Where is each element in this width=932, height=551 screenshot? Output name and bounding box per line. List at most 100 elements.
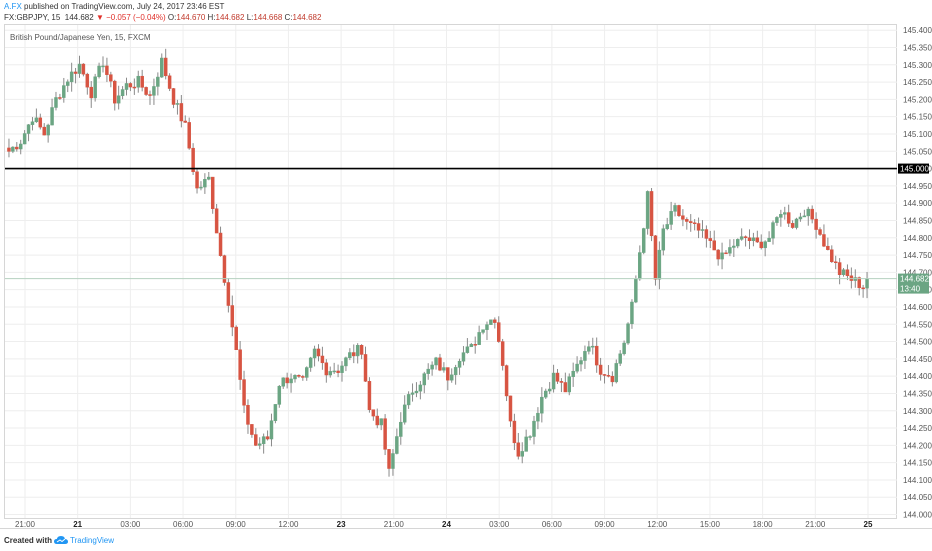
y-tick-label: 145.050 bbox=[903, 147, 932, 156]
candle bbox=[132, 78, 137, 95]
candle-body bbox=[163, 57, 168, 77]
y-tick-label: 144.100 bbox=[903, 476, 932, 485]
candle-body bbox=[653, 235, 658, 280]
candle bbox=[171, 87, 176, 109]
candle bbox=[630, 299, 634, 329]
candle bbox=[297, 374, 301, 378]
candle bbox=[845, 264, 850, 281]
candle bbox=[305, 366, 309, 381]
candle-body bbox=[238, 349, 242, 380]
candle bbox=[822, 224, 826, 248]
candle bbox=[469, 342, 474, 348]
candle bbox=[520, 442, 524, 464]
candle-body bbox=[818, 229, 822, 235]
candle-body bbox=[148, 94, 152, 96]
candle bbox=[512, 413, 517, 451]
candle-body bbox=[736, 239, 740, 247]
candle bbox=[622, 340, 626, 356]
candle bbox=[73, 67, 78, 84]
candle bbox=[324, 359, 329, 383]
candle-body bbox=[277, 386, 282, 405]
candle-body bbox=[802, 215, 807, 218]
candle bbox=[18, 139, 23, 155]
candle bbox=[696, 217, 701, 239]
candle-body bbox=[810, 208, 814, 220]
candle bbox=[739, 228, 744, 241]
candle-body bbox=[500, 341, 505, 366]
candle bbox=[489, 319, 493, 325]
candle bbox=[277, 384, 282, 408]
candle-body bbox=[544, 390, 548, 398]
y-tick-label: 145.400 bbox=[903, 26, 932, 35]
candle bbox=[293, 374, 297, 383]
candle bbox=[532, 415, 536, 445]
candle bbox=[837, 258, 842, 285]
candle bbox=[563, 372, 568, 393]
candle-body bbox=[418, 384, 423, 392]
candle-body bbox=[26, 124, 31, 134]
candle bbox=[97, 62, 101, 79]
chart-pane[interactable] bbox=[4, 24, 897, 519]
candle bbox=[422, 371, 427, 394]
author-link[interactable]: A.FX bbox=[4, 2, 22, 11]
candle-body bbox=[716, 249, 720, 260]
candle bbox=[720, 242, 724, 270]
candle-body bbox=[46, 124, 50, 136]
candle-body bbox=[410, 392, 415, 395]
candle bbox=[849, 267, 854, 289]
candle bbox=[485, 321, 489, 341]
candle bbox=[222, 254, 227, 286]
candle-body bbox=[324, 362, 329, 376]
last-price-label-bg bbox=[898, 273, 929, 294]
candle bbox=[555, 369, 560, 384]
candle bbox=[571, 362, 575, 387]
symbol-label[interactable]: FX:GBPJPY, 15 bbox=[4, 13, 61, 22]
candle bbox=[50, 98, 54, 126]
candle-body bbox=[246, 404, 250, 425]
candle bbox=[218, 226, 223, 257]
candle bbox=[7, 138, 11, 158]
x-tick-label: 24 bbox=[442, 520, 451, 529]
candle bbox=[163, 48, 168, 80]
tradingview-link[interactable]: TradingView bbox=[70, 536, 115, 545]
candle-body bbox=[207, 176, 211, 180]
x-tick-label: 15:00 bbox=[700, 520, 721, 529]
open-label: O: bbox=[167, 13, 177, 22]
candle bbox=[598, 357, 603, 381]
candle bbox=[826, 237, 830, 251]
close-label: C: bbox=[284, 13, 293, 22]
candle-body bbox=[790, 223, 795, 228]
tradingview-cloud-icon bbox=[54, 536, 68, 544]
candle-body bbox=[402, 404, 407, 423]
candle bbox=[34, 108, 39, 123]
candle-body bbox=[833, 261, 838, 264]
candle-body bbox=[15, 146, 19, 150]
candle bbox=[234, 325, 238, 350]
x-tick-label: 21 bbox=[73, 520, 82, 529]
candle bbox=[594, 337, 599, 373]
candle-body bbox=[692, 222, 697, 225]
candle-body bbox=[352, 352, 356, 357]
candle bbox=[559, 378, 564, 393]
candle-body bbox=[634, 278, 638, 303]
candle-body bbox=[638, 252, 642, 280]
candle bbox=[11, 146, 15, 154]
candle bbox=[587, 340, 591, 355]
published-text: published on TradingView.com, July 24, 2… bbox=[24, 2, 225, 11]
candle bbox=[661, 224, 666, 256]
candle bbox=[634, 275, 638, 304]
candle bbox=[406, 391, 411, 409]
y-tick-label: 144.450 bbox=[903, 355, 932, 364]
candle-body bbox=[567, 376, 571, 393]
candle-body bbox=[305, 367, 309, 378]
candle-body bbox=[210, 176, 215, 209]
candle bbox=[442, 362, 446, 373]
candle-body bbox=[547, 388, 552, 392]
candle-body bbox=[308, 357, 313, 368]
candle bbox=[504, 364, 509, 402]
y-tick-label: 144.050 bbox=[903, 493, 932, 502]
candle-body bbox=[469, 344, 474, 348]
candle bbox=[493, 317, 497, 329]
candle-body bbox=[50, 107, 54, 126]
